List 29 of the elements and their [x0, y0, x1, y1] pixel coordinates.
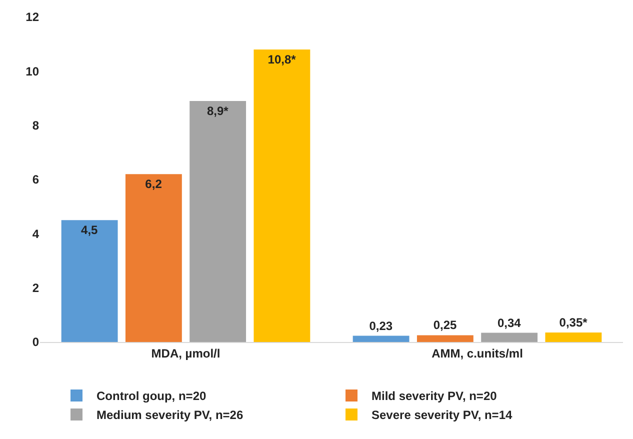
bar	[481, 332, 538, 342]
x-tick-label: MDA, µmol/l	[151, 346, 220, 360]
data-label: 6,2	[145, 177, 162, 192]
y-tick-label: 12	[26, 10, 40, 24]
data-label: 0,23	[369, 318, 393, 333]
bar	[61, 220, 118, 342]
legend-label: Control goup, n=20	[96, 389, 206, 404]
legend-label: Medium severity PV, n=26	[96, 408, 244, 422]
y-tick-label: 4	[32, 226, 40, 241]
y-tick-label: 0	[32, 335, 40, 350]
legend-label: Mild severity PV, n=20	[372, 389, 498, 404]
bar	[254, 50, 310, 342]
data-label: 0,25	[433, 318, 458, 332]
data-label: 0,34	[497, 316, 522, 330]
bar	[125, 174, 182, 342]
bar	[190, 100, 246, 342]
data-label: 8,9*	[206, 104, 229, 118]
data-label: 0,35*	[559, 316, 588, 330]
x-tick-label: AMM, c.units/ml	[432, 346, 523, 360]
legend-label: Severe severity PV, n=14	[372, 408, 512, 422]
bar	[416, 335, 474, 342]
y-tick-label: 10	[26, 64, 40, 78]
data-label: 4,5	[81, 223, 98, 238]
bar	[545, 332, 602, 342]
y-tick-label: 6	[32, 172, 40, 187]
data-label: 10,8*	[268, 52, 296, 66]
y-tick-label: 2	[32, 281, 40, 296]
bar	[352, 336, 410, 342]
y-tick-label: 8	[32, 118, 40, 133]
